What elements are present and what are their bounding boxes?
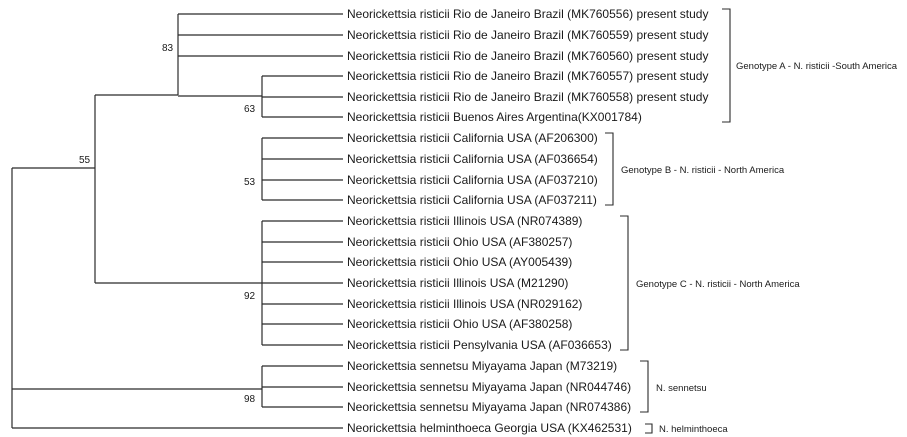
bootstrap-value: 98	[244, 394, 256, 405]
taxon-label: Neorickettsia risticii Ohio USA (AF38025…	[347, 317, 572, 331]
bootstrap-values: 83 63 55 53 92 98	[79, 43, 256, 405]
bracket-sennetsu	[640, 360, 649, 413]
taxon-label: Neorickettsia sennetsu Miyayama Japan (N…	[347, 400, 631, 414]
bootstrap-value: 63	[244, 104, 256, 115]
bracket-genotype-a	[722, 8, 731, 123]
group-label-helminthoeca: N. helminthoeca	[659, 424, 728, 435]
bracket-helminthoeca	[645, 423, 653, 434]
taxon-label: Neorickettsia risticii Rio de Janeiro Br…	[347, 90, 708, 104]
taxon-label: Neorickettsia risticii Rio de Janeiro Br…	[347, 69, 708, 83]
taxon-label: Neorickettsia risticii Rio de Janeiro Br…	[347, 7, 708, 21]
taxon-label: Neorickettsia risticii California USA (A…	[347, 173, 598, 187]
taxon-label: Neorickettsia risticii California USA (A…	[347, 152, 598, 166]
group-label-genotype-a: Genotype A - N. risticii -South America	[736, 61, 898, 72]
bracket-genotype-c	[620, 215, 629, 351]
group-labels: Genotype A - N. risticii -South America …	[621, 61, 898, 435]
bootstrap-value: 53	[244, 177, 256, 188]
group-label-genotype-c: Genotype C - N. risticii - North America	[636, 279, 800, 290]
bracket-genotype-b	[605, 132, 614, 206]
taxon-label: Neorickettsia risticii Rio de Janeiro Br…	[347, 49, 708, 63]
taxon-label: Neorickettsia risticii California USA (A…	[347, 193, 597, 207]
taxon-label: Neorickettsia risticii Ohio USA (AY00543…	[347, 255, 572, 269]
group-label-genotype-b: Genotype B - N. risticii - North America	[621, 165, 785, 176]
bootstrap-value: 92	[244, 291, 256, 302]
tree-branches	[11, 13, 343, 429]
taxon-label: Neorickettsia risticii Illinois USA (NR0…	[347, 214, 582, 228]
bootstrap-value: 55	[79, 155, 91, 166]
taxon-label: Neorickettsia risticii Ohio USA (AF38025…	[347, 235, 572, 249]
taxon-label: Neorickettsia risticii Illinois USA (NR0…	[347, 297, 582, 311]
taxon-label: Neorickettsia risticii Buenos Aires Arge…	[347, 110, 642, 124]
taxon-label: Neorickettsia risticii Rio de Janeiro Br…	[347, 28, 708, 42]
taxon-label: Neorickettsia risticii Illinois USA (M21…	[347, 276, 568, 290]
bootstrap-value: 83	[162, 43, 174, 54]
taxon-label: Neorickettsia sennetsu Miyayama Japan (N…	[347, 380, 631, 394]
taxon-label: Neorickettsia helminthoeca Georgia USA (…	[347, 421, 632, 435]
group-label-sennetsu: N. sennetsu	[656, 383, 707, 394]
group-brackets	[605, 8, 731, 434]
taxon-label: Neorickettsia risticii Pensylvania USA (…	[347, 338, 612, 352]
taxon-label: Neorickettsia risticii California USA (A…	[347, 131, 598, 145]
taxon-label: Neorickettsia sennetsu Miyayama Japan (M…	[347, 359, 617, 373]
taxon-labels: Neorickettsia risticii Rio de Janeiro Br…	[347, 7, 708, 435]
